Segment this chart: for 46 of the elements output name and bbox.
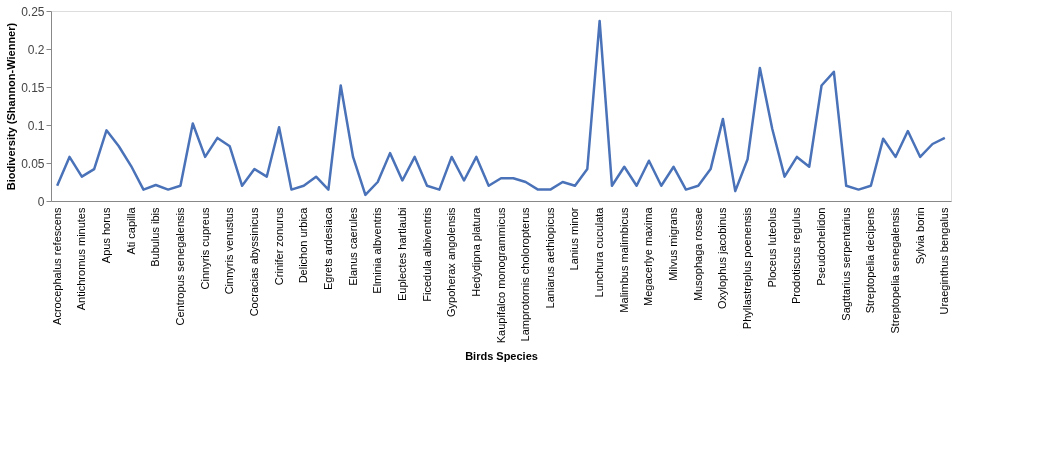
x-tick-label: Uraeginthus bengalus	[938, 207, 951, 315]
x-tick-label: Megacerlye maxima	[642, 206, 655, 306]
x-tick-label: Ati capilla	[124, 206, 137, 255]
x-tick-label: Apus horus	[99, 207, 112, 264]
y-tick-label: 0.1	[27, 118, 45, 133]
x-tick-label: Lunchura cuculata	[593, 206, 606, 298]
x-tick-label: Sylvia borin	[913, 207, 926, 265]
x-axis-title: Birds Species	[465, 350, 538, 363]
x-tick-label: Bubulus ibis	[149, 207, 162, 267]
y-tick-label: 0.05	[21, 156, 45, 171]
x-tick-label: Ploceus luteolus	[765, 207, 778, 288]
x-tick-label: Kaupifalco monogrammicus	[494, 207, 507, 344]
x-tick-label: Musophaga rossae	[691, 207, 704, 302]
x-tick-label: Euplectes hartlaubi	[395, 207, 408, 302]
x-tick-label: Egrets ardesiaca	[321, 206, 334, 291]
x-tick-label: Cinnyris venustus	[223, 207, 236, 295]
y-axis-title: Biodiversity (Shannon-Wienner)	[5, 22, 18, 191]
y-tick-label: 0.15	[21, 80, 45, 95]
x-tick-label: Lanius minor	[568, 207, 581, 271]
x-tick-label: Phyllastreplus poenensis	[741, 207, 754, 330]
x-tick-label: Crinifer zonurus	[272, 207, 285, 286]
x-tick-label: Delichon urbica	[297, 206, 310, 284]
x-tick-label: Sagttarius serpentarius	[839, 207, 852, 321]
y-tick-label: 0	[37, 194, 45, 209]
x-tick-label: Elminia albventris	[371, 207, 384, 294]
x-tick-label: Laniarus aethiopicus	[543, 207, 556, 309]
line-series	[55, 19, 947, 197]
x-tick-label: Hedydipna platura	[469, 206, 482, 297]
x-tick-label: Malimbus malimbicus	[617, 207, 630, 313]
y-tick-label: 0.25	[21, 4, 45, 19]
y-tick-label: 0.2	[27, 42, 45, 57]
x-tick-label: Cinnyris cupreus	[198, 207, 211, 290]
x-tick-label: Streptopelia decipens	[864, 207, 877, 314]
x-tick-label: Lamprotornis choloropterus	[519, 207, 532, 342]
x-tick-label: Elanus caerules	[346, 207, 359, 286]
x-tick-label: Centropus senegalensis	[173, 207, 186, 326]
x-tick-label: Streptopelia senegalensis	[889, 207, 902, 334]
x-tick-label: Gypoherax angolensis	[445, 207, 458, 317]
x-tick-label: Cocracias abyssinicus	[247, 207, 260, 317]
x-tick-label: Oxylophus jacobinus	[716, 207, 729, 310]
x-tick-label: Prodotiscus regulus	[790, 207, 803, 305]
x-tick-label: Pseudochelidon	[815, 207, 828, 286]
x-tick-label: Milvus migrans	[667, 207, 680, 281]
x-tick-label: Antichromus minutes	[75, 207, 88, 311]
x-tick-label: Acrocephalus refescens	[50, 207, 63, 325]
x-tick-label: Ficedula albiventris	[420, 207, 433, 302]
